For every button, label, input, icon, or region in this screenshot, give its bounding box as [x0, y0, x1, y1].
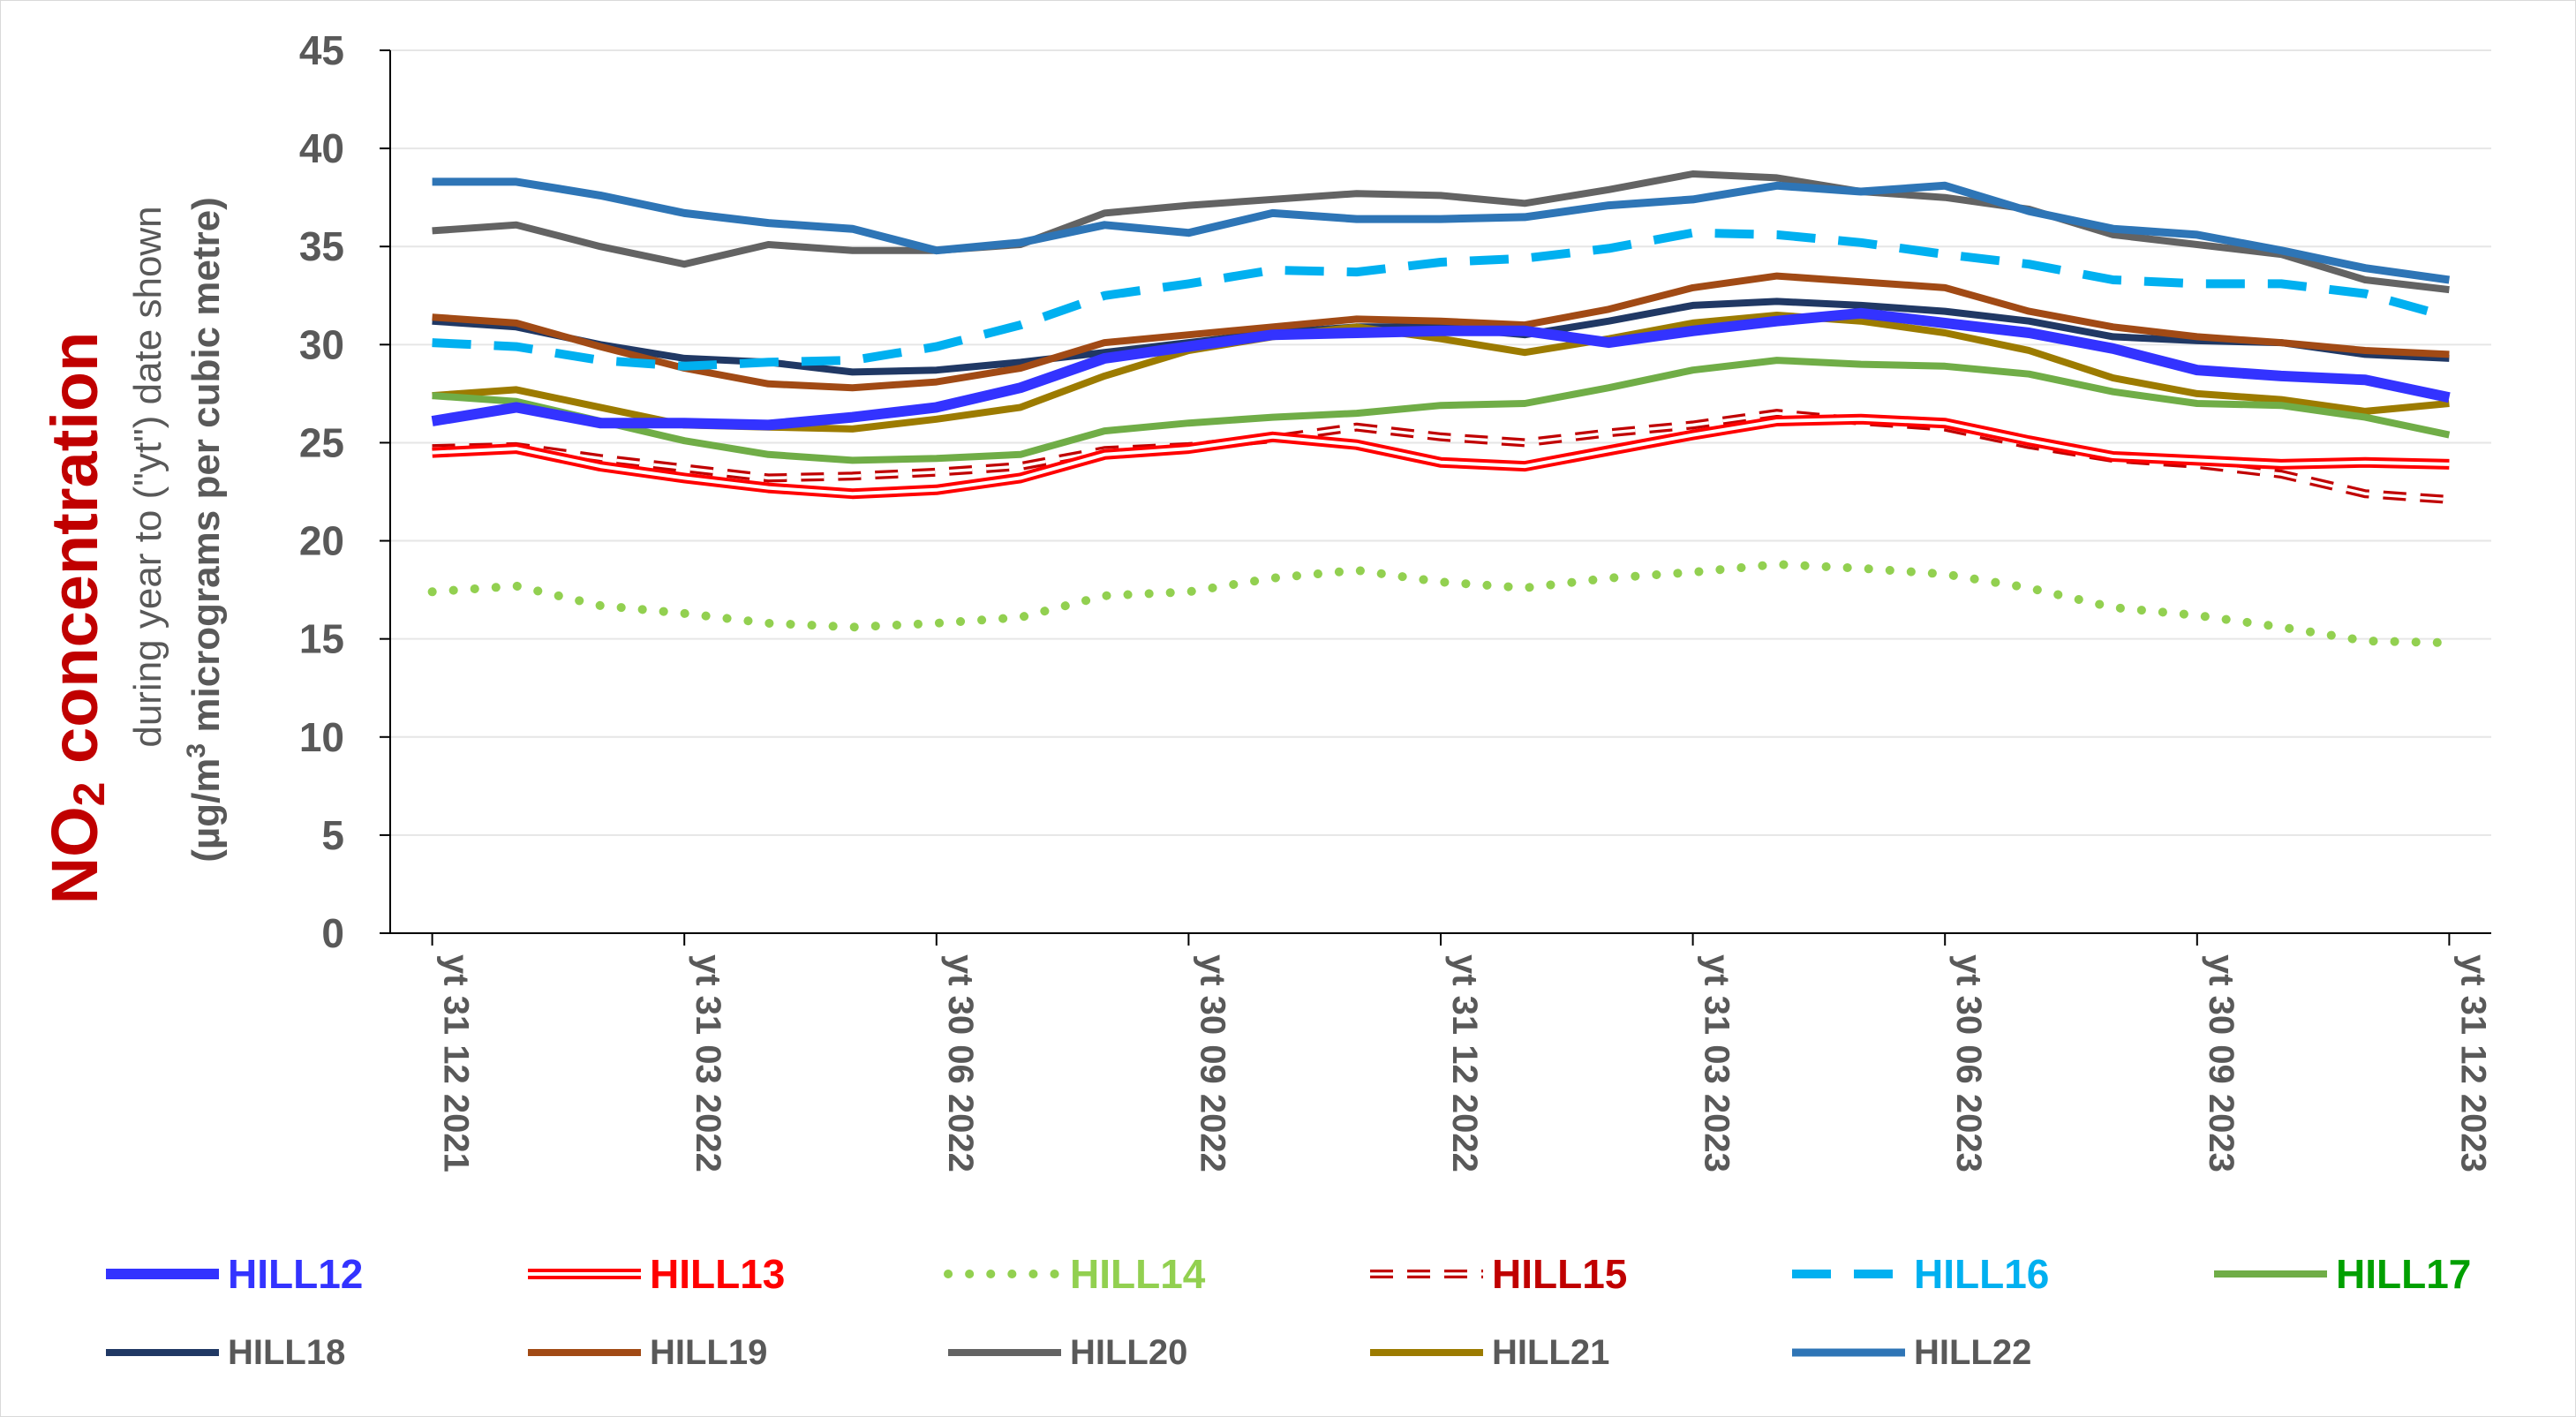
y-tick-label: 30 [299, 321, 344, 367]
y-units-suffix: micrograms per cubic metre) [185, 197, 228, 743]
legend-item-hill17: HILL17 [2214, 1251, 2471, 1297]
legend-item-hill20: HILL20 [948, 1333, 1187, 1372]
y-axis-title: NO2 concentration [38, 332, 114, 905]
y-tick-label: 0 [321, 910, 344, 956]
legend-item-hill21: HILL21 [1370, 1333, 1609, 1372]
gridlines [390, 49, 2491, 836]
x-tick-label: yt 30 06 2023 [1949, 954, 1988, 1172]
y-tick-label: 25 [299, 419, 344, 465]
x-tick-label: yt 31 12 2023 [2453, 954, 2492, 1172]
legend-label-hill20: HILL20 [1070, 1333, 1187, 1372]
y-tick-label: 35 [299, 223, 344, 269]
y-title-suffix: concentration [38, 332, 111, 782]
y-tick-labels: 0 5 10 15 20 25 30 35 40 45 [299, 27, 344, 956]
y-tick-label: 10 [299, 714, 344, 760]
series-line-hill15-inner [432, 411, 2450, 501]
y-tick-label: 5 [321, 812, 344, 858]
series-line-hill13-inner [432, 417, 2450, 496]
legend-item-hill14: HILL14 [944, 1251, 1206, 1297]
legend-item-hill12: HILL12 [106, 1251, 363, 1297]
y-tick-label: 40 [299, 125, 344, 171]
x-tick-label: yt 31 12 2022 [1445, 954, 1484, 1172]
x-tick-label: yt 31 12 2021 [437, 954, 476, 1172]
legend-label-hill22: HILL22 [1914, 1333, 2031, 1372]
series-line-hill17 [432, 357, 2451, 464]
legend-label-hill12: HILL12 [228, 1251, 363, 1297]
legend-item-hill19: HILL19 [528, 1333, 767, 1372]
series-lines [427, 170, 2454, 648]
axes [380, 49, 2491, 946]
series-line-hill12 [431, 307, 2451, 431]
series-line-hill22 [432, 177, 2451, 284]
y-tick-label: 45 [299, 27, 344, 73]
legend-label-hill13: HILL13 [650, 1251, 785, 1297]
y-axis-label: NO2 concentration during year to ("yt") … [38, 197, 228, 904]
x-tick-label: yt 30 09 2023 [2202, 954, 2241, 1172]
legend-item-hill15: HILL15 [1370, 1251, 1627, 1297]
legend-label-hill18: HILL18 [228, 1333, 345, 1372]
y-title-prefix: NO [38, 806, 111, 904]
legend-label-hill17: HILL17 [2336, 1251, 2471, 1297]
legend-label-hill21: HILL21 [1492, 1333, 1609, 1372]
legend-item-hill22: HILL22 [1792, 1333, 2031, 1372]
x-tick-label: yt 30 06 2022 [941, 954, 980, 1172]
legend-label-hill15: HILL15 [1492, 1251, 1627, 1297]
legend-label-hill19: HILL19 [650, 1333, 767, 1372]
x-tick-label: yt 31 03 2023 [1698, 954, 1736, 1172]
y-units-prefix: (µg/m [185, 758, 228, 863]
x-tick-labels: yt 31 12 2021 yt 31 03 2022 yt 30 06 2022 y… [437, 954, 2493, 1172]
series-line-hill19 [432, 272, 2450, 392]
y-axis-subtitle: during year to ("yt") date shown [126, 206, 169, 747]
series-line-hill16 [432, 228, 2451, 371]
x-tick-label: yt 31 03 2022 [689, 954, 727, 1172]
y-units-superscript: 3 [182, 743, 211, 758]
series-line-hill20 [432, 170, 2450, 294]
y-tick-label: 15 [299, 616, 344, 662]
y-axis-units: (µg/m3 micrograms per cubic metre) [182, 197, 228, 863]
x-tick-label: yt 30 09 2022 [1193, 954, 1232, 1172]
legend-label-hill14: HILL14 [1070, 1251, 1206, 1297]
y-tick-label: 20 [299, 518, 344, 564]
legend-item-hill16: HILL16 [1792, 1251, 2049, 1297]
series-line-hill14 [427, 560, 2454, 648]
legend-item-hill18: HILL18 [106, 1333, 345, 1372]
legend-item-hill13: HILL13 [528, 1251, 785, 1297]
legend-label-hill16: HILL16 [1914, 1251, 2049, 1297]
legend: HILL12 HILL13 HILL14 HILL15 HILL16 HILL17 HILL… [106, 1251, 2471, 1372]
y-title-subscript: 2 [64, 782, 114, 807]
